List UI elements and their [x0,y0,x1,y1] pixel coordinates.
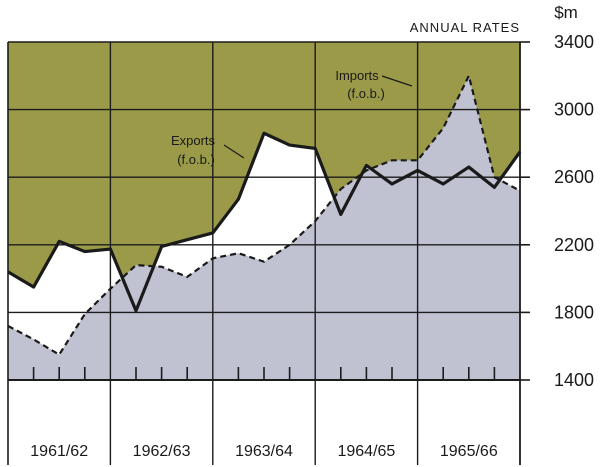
imports-label-sub: (f.o.b.) [347,86,385,101]
x-category-label: 1961/62 [30,443,88,460]
x-category-label: 1962/63 [133,443,191,460]
y-tick-label: 3400 [554,32,594,52]
exports-label-pointer [223,144,245,159]
exports-surplus-area [153,133,335,277]
grid-lines [7,41,521,465]
y-tick-label: 2200 [554,235,594,255]
imports-area [8,75,520,381]
y-tick-label: 2600 [554,167,594,187]
y-tick-label: 1400 [554,370,594,390]
imports-label-pointer [381,75,413,87]
imports-line [7,72,521,357]
series-lines [7,72,522,357]
exports-label: Exports [171,133,216,148]
x-axis: 1961/62 1962/63 1963/64 1964/65 1965/66 [30,443,498,460]
x-category-label: 1965/66 [440,443,498,460]
y-tick-label: 3000 [554,100,594,120]
exports-line [7,131,522,313]
y-axis: 1400 1800 2200 2600 3000 3400 $m ANNUAL RATES [410,3,594,390]
imports-label: Imports [335,68,379,83]
x-category-label: 1964/65 [337,443,395,460]
exports-label-sub: (f.o.b.) [177,152,215,167]
y-unit-label: $m [554,3,578,22]
y-tick-label: 1800 [554,302,594,322]
x-category-label: 1963/64 [235,443,293,460]
series-labels: Exports (f.o.b.) Imports (f.o.b.) [171,68,413,167]
annual-rates-label: ANNUAL RATES [410,20,520,35]
plot-areas [8,42,520,381]
exports-surplus-area [8,241,123,355]
